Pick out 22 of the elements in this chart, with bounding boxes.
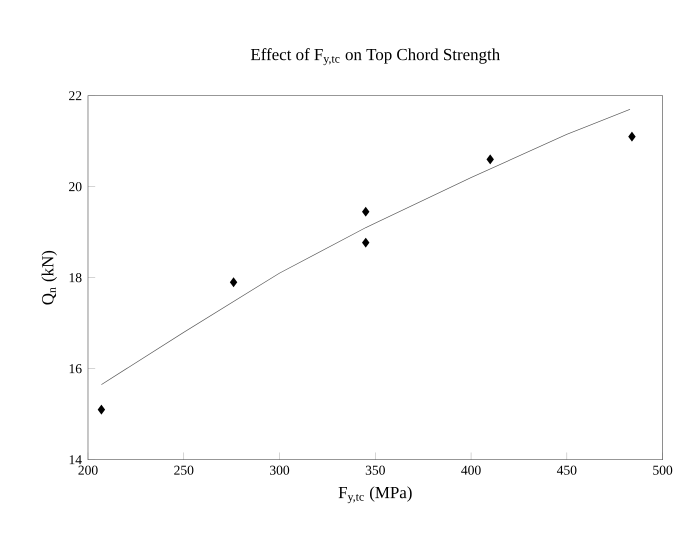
point xyxy=(486,154,494,164)
y-tick-label: 14 xyxy=(70,455,82,464)
y-tick-label: 18 xyxy=(70,273,82,282)
x-tick-label: 400 xyxy=(461,466,481,475)
x-tick-label: 250 xyxy=(174,466,194,475)
line-series xyxy=(101,109,630,386)
point xyxy=(362,207,370,217)
point xyxy=(362,238,370,248)
chart-title: Effect of F$_{y,tc}$ on Top Chord Strength xyxy=(250,48,500,66)
x-tick-label: 350 xyxy=(366,466,385,475)
point xyxy=(98,405,106,414)
x-axis-title: F$_{y,tc}$ (MPa) xyxy=(338,486,412,504)
x-tick-label: 300 xyxy=(270,466,290,475)
y-axis-title: Q$_{n}$ (kN) xyxy=(42,251,57,305)
x-tick-label: 200 xyxy=(78,466,98,475)
y-tick-label: 20 xyxy=(69,182,82,192)
x-tick-label: 500 xyxy=(653,466,672,475)
y-tick-label: 16 xyxy=(70,364,82,374)
point xyxy=(628,132,636,142)
point xyxy=(230,278,238,288)
x-tick-label: 450 xyxy=(556,466,576,475)
y-tick-label: 22 xyxy=(69,91,82,100)
